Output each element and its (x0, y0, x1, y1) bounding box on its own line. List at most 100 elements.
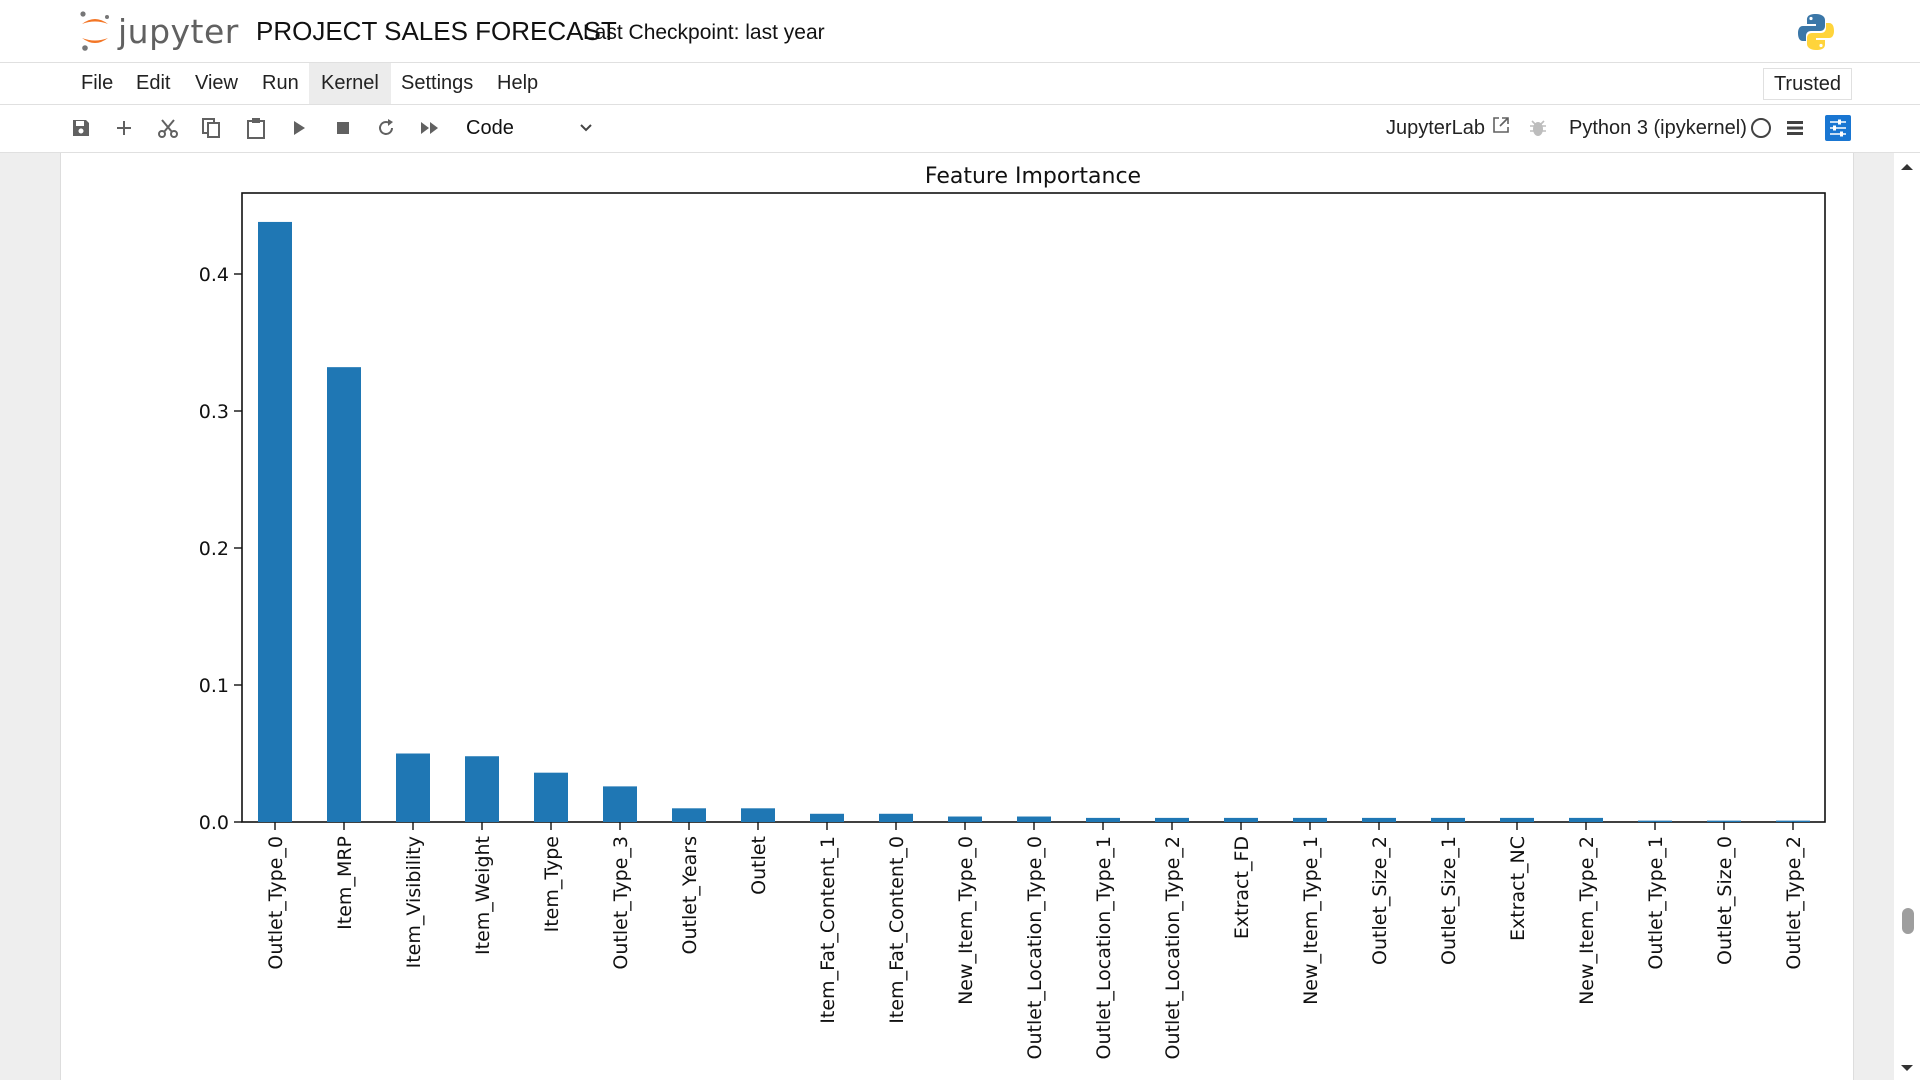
kernel-name[interactable]: Python 3 (ipykernel) (1569, 117, 1747, 139)
scroll-down-icon (1901, 1065, 1913, 1071)
jupyter-logo[interactable]: jupyter (78, 10, 239, 52)
menu-view[interactable]: View (195, 72, 238, 94)
menu-run[interactable]: Run (262, 72, 299, 94)
x-tick-label: Outlet_Location_Type_1 (1093, 836, 1115, 1059)
x-tick-label: Item_Fat_Content_1 (817, 836, 839, 1024)
bar-outlet-type-1 (1638, 820, 1672, 822)
bar-item-weight (465, 756, 499, 822)
copy-icon (202, 118, 220, 138)
chevron-down-icon (580, 124, 592, 132)
bar-outlet-location-type-2 (1155, 817, 1189, 822)
x-tick-label: Outlet_Location_Type_0 (1024, 836, 1046, 1059)
list-icon (1787, 121, 1803, 135)
cell-type-value: Code (466, 117, 514, 139)
bar-item-fat-content-0 (879, 813, 913, 822)
paste-button[interactable] (241, 113, 271, 143)
bar-outlet (741, 808, 775, 822)
bar-item-fat-content-1 (810, 813, 844, 822)
external-link-icon (1492, 117, 1509, 133)
cell-type-select[interactable]: Code (454, 113, 596, 143)
x-tick-label: Outlet_Type_3 (610, 836, 632, 970)
scroll-up-icon (1901, 164, 1913, 170)
bar-item-mrp (327, 367, 361, 822)
bar-extract-fd (1224, 817, 1258, 822)
plot-frame (241, 192, 1826, 823)
x-tick-label: Outlet_Size_1 (1438, 836, 1460, 965)
notebook-toolbar: Code JupyterLab Python 3 (ipykernel) (0, 105, 1920, 153)
jupyterlab-link[interactable]: JupyterLab (1386, 113, 1511, 143)
bar-outlet-years (672, 808, 706, 822)
sliders-icon (1825, 115, 1851, 141)
y-tick-label: 0.2 (199, 538, 229, 560)
x-tick-label: Outlet_Location_Type_2 (1162, 836, 1184, 1059)
save-button[interactable] (66, 113, 96, 143)
bar-outlet-size-1 (1431, 817, 1465, 822)
menu-file[interactable]: File (81, 72, 114, 94)
x-tick-label: Outlet (748, 836, 770, 895)
menu-edit[interactable]: Edit (136, 72, 171, 94)
menu-kernel[interactable]: Kernel (309, 63, 391, 104)
restart-icon (379, 119, 393, 135)
bar-outlet-location-type-1 (1086, 817, 1120, 822)
menu-bar: File Edit View Run Kernel Settings Help … (0, 63, 1920, 105)
x-tick-label: New_Item_Type_0 (955, 836, 977, 1005)
stop-button[interactable] (328, 113, 358, 143)
x-tick-label: Item_Fat_Content_0 (886, 836, 908, 1024)
fast-forward-icon (421, 122, 438, 134)
x-tick-label: Extract_NC (1507, 836, 1529, 941)
x-tick-label: Item_MRP (334, 836, 356, 930)
output-cell: Feature Importance 0.0 0.1 0.2 0.3 0.4 Outle… (60, 153, 1854, 1080)
stop-icon (337, 122, 349, 134)
plus-icon (117, 121, 131, 135)
x-tick-label: Outlet_Type_1 (1645, 836, 1667, 970)
trusted-indicator[interactable]: Trusted (1762, 68, 1852, 100)
property-inspector-button[interactable] (1823, 113, 1853, 143)
bar-new-item-type-0 (948, 816, 982, 822)
bar-outlet-size-0 (1707, 820, 1741, 822)
y-tick-label: 0.0 (199, 812, 229, 834)
copy-button[interactable] (196, 113, 226, 143)
restart-button[interactable] (371, 113, 401, 143)
notebook-title[interactable]: PROJECT SALES FORECAST (256, 16, 617, 46)
checkpoint-status: Last Checkpoint: last year (583, 21, 825, 44)
cut-button[interactable] (153, 113, 183, 143)
bar-outlet-size-2 (1362, 817, 1396, 822)
x-tick-label: Outlet_Years (679, 836, 701, 955)
x-tick-label: Item_Visibility (403, 836, 425, 968)
bar-series (258, 221, 1810, 822)
toc-button[interactable] (1780, 113, 1810, 143)
x-tick-label: Outlet_Type_2 (1783, 836, 1805, 970)
bar-item-visibility (396, 753, 430, 822)
scroll-thumb[interactable] (1902, 908, 1914, 934)
bar-outlet-location-type-0 (1017, 816, 1051, 822)
menu-help[interactable]: Help (497, 72, 539, 94)
x-tick-label: Item_Type (541, 836, 563, 932)
bar-extract-nc (1500, 817, 1534, 822)
run-icon (294, 121, 305, 135)
menu-settings[interactable]: Settings (401, 72, 474, 94)
notebook-panel: Feature Importance 0.0 0.1 0.2 0.3 0.4 Outle… (0, 153, 1920, 1080)
y-tick-label: 0.3 (199, 401, 229, 423)
add-cell-button[interactable] (109, 113, 139, 143)
bar-outlet-type-0 (258, 221, 292, 822)
y-tick-label: 0.4 (199, 264, 229, 286)
jupyter-logo-text: jupyter (118, 11, 239, 51)
vertical-scrollbar[interactable] (1894, 153, 1920, 1080)
x-tick-label: New_Item_Type_1 (1300, 836, 1322, 1005)
bar-new-item-type-1 (1293, 817, 1327, 822)
bar-outlet-type-3 (603, 786, 637, 822)
debugger-button[interactable] (1523, 113, 1553, 143)
kernel-idle-icon (1751, 118, 1771, 138)
bar-item-type (534, 772, 568, 822)
top-bar: jupyter PROJECT SALES FORECAST Last Chec… (0, 0, 1920, 63)
bar-outlet-type-2 (1776, 820, 1810, 822)
x-tick-label: Outlet_Type_0 (265, 836, 287, 970)
run-button[interactable] (284, 113, 314, 143)
jupyterlab-label: JupyterLab (1386, 117, 1485, 139)
x-tick-label: Extract_FD (1231, 836, 1253, 939)
run-all-button[interactable] (415, 113, 445, 143)
bug-icon (1530, 120, 1546, 136)
y-axis: 0.0 0.1 0.2 0.3 0.4 (199, 264, 242, 834)
x-axis: Outlet_Type_0 Item_MRP Item_Visibility Item… (265, 822, 1805, 1059)
x-tick-label: Item_Weight (472, 836, 494, 955)
